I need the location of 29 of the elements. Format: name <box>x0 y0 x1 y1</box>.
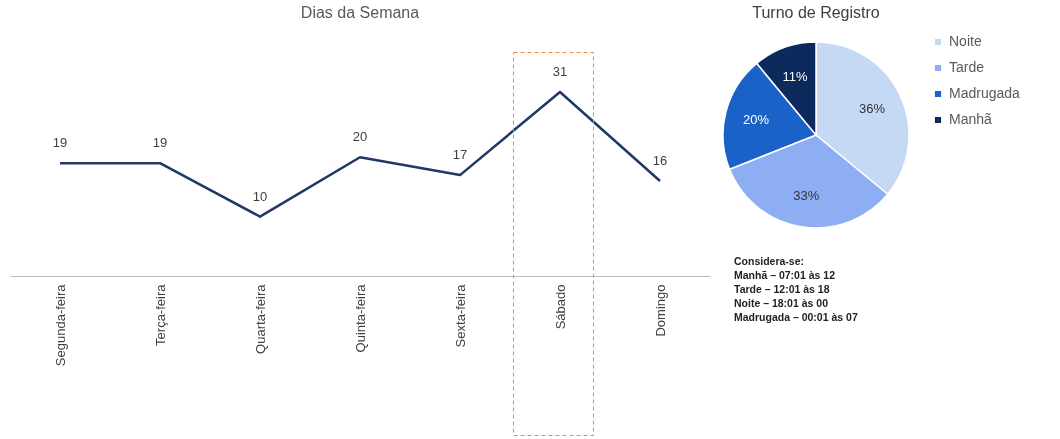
x-tick-label: Sábado <box>552 284 568 330</box>
legend-label: Manhã <box>949 111 993 127</box>
x-tick-label: Quarta-feira <box>252 283 268 354</box>
text: Noite – 18:01 às 00 <box>734 296 829 310</box>
legend-label: Tarde <box>949 59 985 75</box>
data-label: 19 <box>52 135 68 151</box>
text: Manhã – 07:01 às 12 <box>734 268 836 282</box>
x-tick-label: Terça-feira <box>152 283 168 346</box>
legend-label: Madrugada <box>949 85 1021 101</box>
data-label: 17 <box>452 147 468 163</box>
data-label: 33% <box>793 188 820 204</box>
chart-title: Turno de Registro <box>752 4 880 21</box>
data-label: 36% <box>859 100 886 116</box>
data-label: 10 <box>252 188 268 204</box>
x-tick-label: Segunda-feira <box>52 283 68 367</box>
x-tick-label: Domingo <box>652 284 668 337</box>
text: Tarde – 12:01 às 18 <box>734 282 831 296</box>
data-label: 20 <box>352 129 368 145</box>
data-label: 19 <box>152 135 168 151</box>
data-label: 16 <box>652 153 668 169</box>
data-label: 31 <box>552 64 568 79</box>
legend-label: Noite <box>949 33 982 49</box>
data-label: 11% <box>782 68 808 84</box>
text: Considera-se: <box>734 254 806 268</box>
x-tick-label: Sexta-feira <box>452 283 468 348</box>
text: Madrugada – 00:01 às 07 <box>734 310 858 324</box>
x-tick-label: Quinta-feira <box>352 283 368 353</box>
chart-title: Dias da Semana <box>300 4 420 21</box>
data-label: 20% <box>742 111 770 127</box>
